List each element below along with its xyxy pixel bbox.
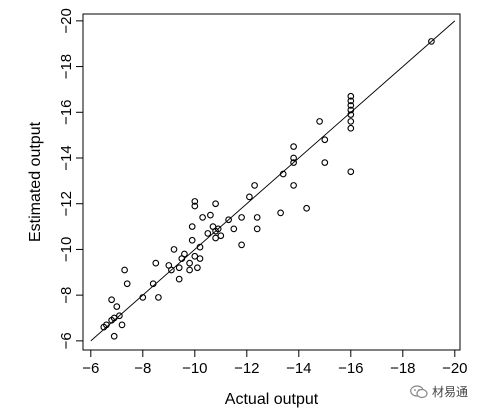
data-point [347, 92, 355, 100]
data-point [186, 266, 193, 274]
data-point [168, 266, 175, 274]
data-point [217, 232, 225, 240]
data-point [196, 243, 204, 251]
data-point [347, 124, 355, 132]
data-point [214, 225, 222, 233]
data-point [321, 136, 329, 144]
data-point [238, 214, 245, 221]
data-point [118, 321, 126, 329]
y-tick-label: −16 [58, 100, 75, 125]
data-point [277, 209, 284, 217]
data-point [108, 296, 115, 304]
data-point [186, 259, 193, 267]
y-tick-label: −12 [58, 191, 75, 216]
wechat-icon [410, 384, 428, 398]
data-point [347, 111, 355, 118]
data-point [116, 312, 123, 320]
x-tick-label: −12 [234, 360, 259, 377]
data-point [175, 264, 183, 272]
x-tick-label: −16 [338, 360, 363, 377]
data-point [212, 200, 219, 208]
data-point [123, 280, 131, 288]
data-point [199, 214, 206, 221]
watermark-text: 材易通 [431, 385, 468, 399]
data-point [155, 294, 162, 301]
data-point [347, 106, 355, 114]
data-point [188, 223, 196, 230]
data-point [253, 214, 261, 221]
data-point [303, 204, 310, 212]
data-point [194, 264, 201, 272]
data-point [110, 332, 118, 340]
data-point [290, 143, 297, 150]
data-point [181, 250, 188, 258]
x-tick-label: −6 [82, 360, 99, 377]
data-point [188, 236, 196, 244]
data-point [253, 225, 261, 233]
data-point [170, 246, 178, 253]
data-point [175, 275, 183, 283]
data-point [103, 321, 110, 329]
data-point [347, 97, 355, 105]
y-axis-label: Estimated output [27, 121, 44, 242]
data-point [139, 294, 147, 301]
data-point [238, 241, 245, 249]
data-point [207, 211, 214, 219]
data-point [225, 216, 232, 224]
data-point [251, 182, 258, 189]
data-point [321, 159, 329, 166]
data-point [246, 193, 253, 201]
data-point [196, 255, 204, 262]
x-tick-label: −10 [182, 360, 207, 377]
data-point [347, 102, 355, 109]
data-point [149, 280, 157, 288]
x-tick-label: −14 [286, 360, 311, 377]
data-point [290, 154, 297, 162]
data-point [279, 170, 287, 178]
y-tick-label: −20 [58, 8, 75, 33]
data-point [121, 266, 128, 274]
data-point [347, 168, 355, 176]
data-point [316, 118, 323, 125]
y-tick-label: −18 [58, 54, 75, 79]
data-point [191, 198, 199, 205]
data-point [230, 225, 238, 233]
data-point [290, 182, 297, 189]
data-point [204, 230, 212, 237]
x-tick-label: −18 [390, 360, 415, 377]
watermark: 材易通 [410, 383, 468, 400]
reference-line [90, 20, 456, 342]
y-tick-label: −14 [58, 145, 75, 170]
data-point [152, 259, 160, 267]
data-point [290, 159, 297, 166]
data-point [428, 38, 435, 45]
data-point [347, 118, 355, 125]
x-tick-label: −8 [134, 360, 151, 377]
data-point [191, 202, 199, 210]
x-tick-label: −20 [442, 360, 467, 377]
x-axis-label: Actual output [225, 391, 319, 408]
y-tick-label: −8 [58, 287, 75, 304]
data-point [113, 303, 121, 310]
y-tick-label: −6 [58, 332, 75, 349]
y-tick-label: −10 [58, 237, 75, 262]
plot-frame [82, 13, 461, 351]
